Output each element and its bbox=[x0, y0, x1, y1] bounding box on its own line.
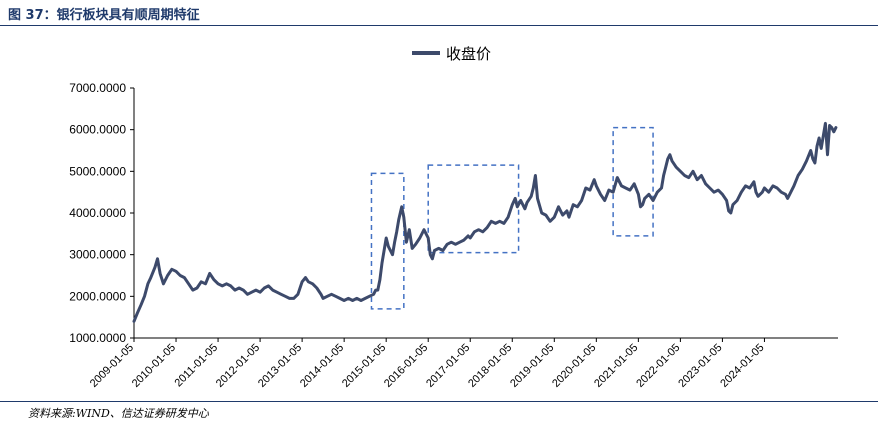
x-tick-label: 2013-01-05 bbox=[256, 342, 304, 390]
x-tick-label: 2009-01-05 bbox=[88, 342, 136, 390]
x-tick-label: 2018-01-05 bbox=[466, 342, 514, 390]
highlight-box bbox=[427, 164, 520, 254]
bottom-rule bbox=[0, 401, 878, 402]
x-tick-label: 2012-01-05 bbox=[214, 342, 262, 390]
x-tick-label: 2017-01-05 bbox=[424, 342, 472, 390]
highlight-box bbox=[612, 126, 654, 237]
x-tick-label: 2021-01-05 bbox=[592, 342, 640, 390]
y-tick-label: 3000.0000 bbox=[69, 248, 126, 262]
x-tick-label: 2022-01-05 bbox=[634, 342, 682, 390]
legend-label: 收盘价 bbox=[446, 45, 491, 63]
y-tick-label: 2000.0000 bbox=[69, 289, 126, 303]
x-tick-label: 2020-01-05 bbox=[550, 342, 598, 390]
x-tick-label: 2019-01-05 bbox=[508, 342, 556, 390]
figure-title: 图 37：银行板块具有顺周期特征 bbox=[8, 8, 200, 23]
highlight-boxes bbox=[370, 126, 654, 310]
legend: 收盘价 bbox=[412, 45, 491, 63]
x-axis: 2009-01-052010-01-052011-01-052012-01-05… bbox=[88, 337, 838, 390]
x-tick-label: 2023-01-05 bbox=[676, 342, 724, 390]
x-tick-label: 2015-01-05 bbox=[340, 342, 388, 390]
x-tick-label: 2016-01-05 bbox=[382, 342, 430, 390]
x-tick-label: 2024-01-05 bbox=[718, 342, 766, 390]
x-tick-label: 2011-01-05 bbox=[172, 342, 220, 390]
x-tick-label: 2010-01-05 bbox=[130, 342, 178, 390]
y-tick-label: 4000.0000 bbox=[69, 206, 126, 220]
y-axis: 7000.0000 6000.0000 5000.0000 4000.0000 3000… bbox=[69, 81, 135, 345]
source-note: 资料来源:WIND、信达证券研发中心 bbox=[28, 407, 209, 420]
y-tick-label: 6000.0000 bbox=[69, 123, 126, 137]
top-rule bbox=[0, 25, 878, 26]
series-line-close-price bbox=[132, 121, 838, 323]
y-tick-label: 7000.0000 bbox=[69, 81, 126, 95]
x-tick-label: 2014-01-05 bbox=[298, 342, 346, 390]
y-tick-label: 5000.0000 bbox=[69, 164, 126, 178]
line-chart: 收盘价 7000.0000 6000.0000 5000.0000 4000.0000… bbox=[69, 45, 838, 390]
y-tick-label: 1000.0000 bbox=[69, 331, 126, 345]
highlight-box bbox=[370, 172, 405, 310]
